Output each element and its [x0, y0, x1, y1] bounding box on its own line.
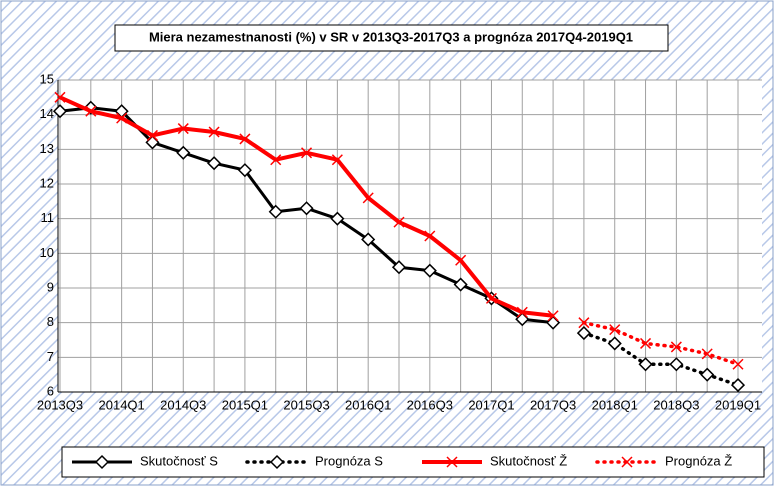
marker-x	[146, 129, 158, 141]
marker-diamond	[669, 357, 684, 372]
x-tick-label: 2014Q1	[99, 397, 145, 412]
y-tick-label: 11	[41, 210, 55, 225]
marker-diamond	[361, 232, 376, 247]
marker-x	[393, 216, 405, 228]
marker-diamond	[607, 336, 622, 351]
marker-x	[640, 337, 652, 349]
y-tick-label: 6	[47, 383, 54, 398]
marker-diamond	[391, 260, 407, 275]
marker-x	[362, 192, 374, 204]
marker-diamond	[207, 156, 222, 171]
marker-diamond	[52, 104, 68, 119]
x-tick-label: 2014Q3	[160, 397, 206, 412]
marker-x	[446, 456, 458, 468]
x-tick-label: 2015Q1	[222, 397, 268, 412]
x-tick-label: 2019Q1	[715, 397, 761, 412]
marker-diamond	[269, 454, 285, 470]
y-tick-label: 8	[47, 314, 54, 329]
marker-x	[177, 123, 189, 135]
marker-x	[455, 254, 467, 266]
marker-diamond	[237, 163, 252, 178]
marker-x	[239, 133, 251, 145]
marker-diamond	[176, 145, 191, 160]
x-tick-label: 2018Q3	[653, 397, 699, 412]
chart-title: Miera nezamestnanosti (%) v SR v 2013Q3-…	[149, 29, 633, 44]
marker-diamond	[94, 454, 110, 470]
marker-diamond	[330, 211, 345, 226]
y-tick-label: 12	[40, 175, 54, 190]
title-box	[114, 24, 669, 52]
marker-x	[609, 324, 621, 336]
legend-label: Skutočnosť S	[140, 453, 218, 468]
marker-diamond	[453, 277, 468, 292]
marker-diamond	[299, 201, 314, 216]
marker-x	[547, 310, 559, 322]
x-tick-label: 2016Q1	[345, 397, 391, 412]
y-tick-label: 15	[40, 71, 54, 86]
legend-label: Skutočnosť Ž	[490, 453, 567, 468]
legend-label: Prognóza S	[315, 453, 383, 468]
marker-x	[621, 456, 633, 468]
x-tick-label: 2016Q3	[407, 397, 453, 412]
x-tick-label: 2013Q3	[37, 397, 83, 412]
y-tick-label: 10	[40, 245, 54, 260]
marker-x	[701, 348, 713, 360]
marker-x	[208, 126, 220, 138]
marker-diamond	[268, 204, 283, 219]
marker-x	[732, 358, 744, 370]
marker-x	[301, 147, 313, 159]
x-tick-label: 2015Q3	[283, 397, 329, 412]
marker-x	[578, 317, 590, 329]
marker-x	[424, 230, 436, 242]
legend-label: Prognóza Ž	[665, 453, 732, 468]
y-tick-label: 13	[40, 141, 54, 156]
y-tick-label: 9	[47, 279, 54, 294]
marker-x	[85, 105, 97, 117]
marker-diamond	[638, 357, 653, 372]
marker-x	[270, 154, 282, 166]
y-tick-label: 7	[47, 349, 54, 364]
x-tick-label: 2018Q1	[592, 397, 638, 412]
marker-diamond	[700, 367, 715, 382]
marker-x	[116, 112, 128, 124]
marker-x	[670, 341, 682, 353]
marker-diamond	[422, 263, 437, 278]
x-tick-label: 2017Q3	[530, 397, 576, 412]
marker-diamond	[576, 326, 591, 341]
marker-x	[516, 306, 528, 318]
marker-x	[54, 91, 66, 103]
series-line	[582, 320, 740, 367]
marker-diamond	[730, 378, 746, 393]
x-tick-label: 2017Q1	[468, 397, 514, 412]
y-tick-label: 14	[40, 106, 54, 121]
marker-x	[485, 292, 497, 304]
marker-x	[331, 154, 343, 166]
